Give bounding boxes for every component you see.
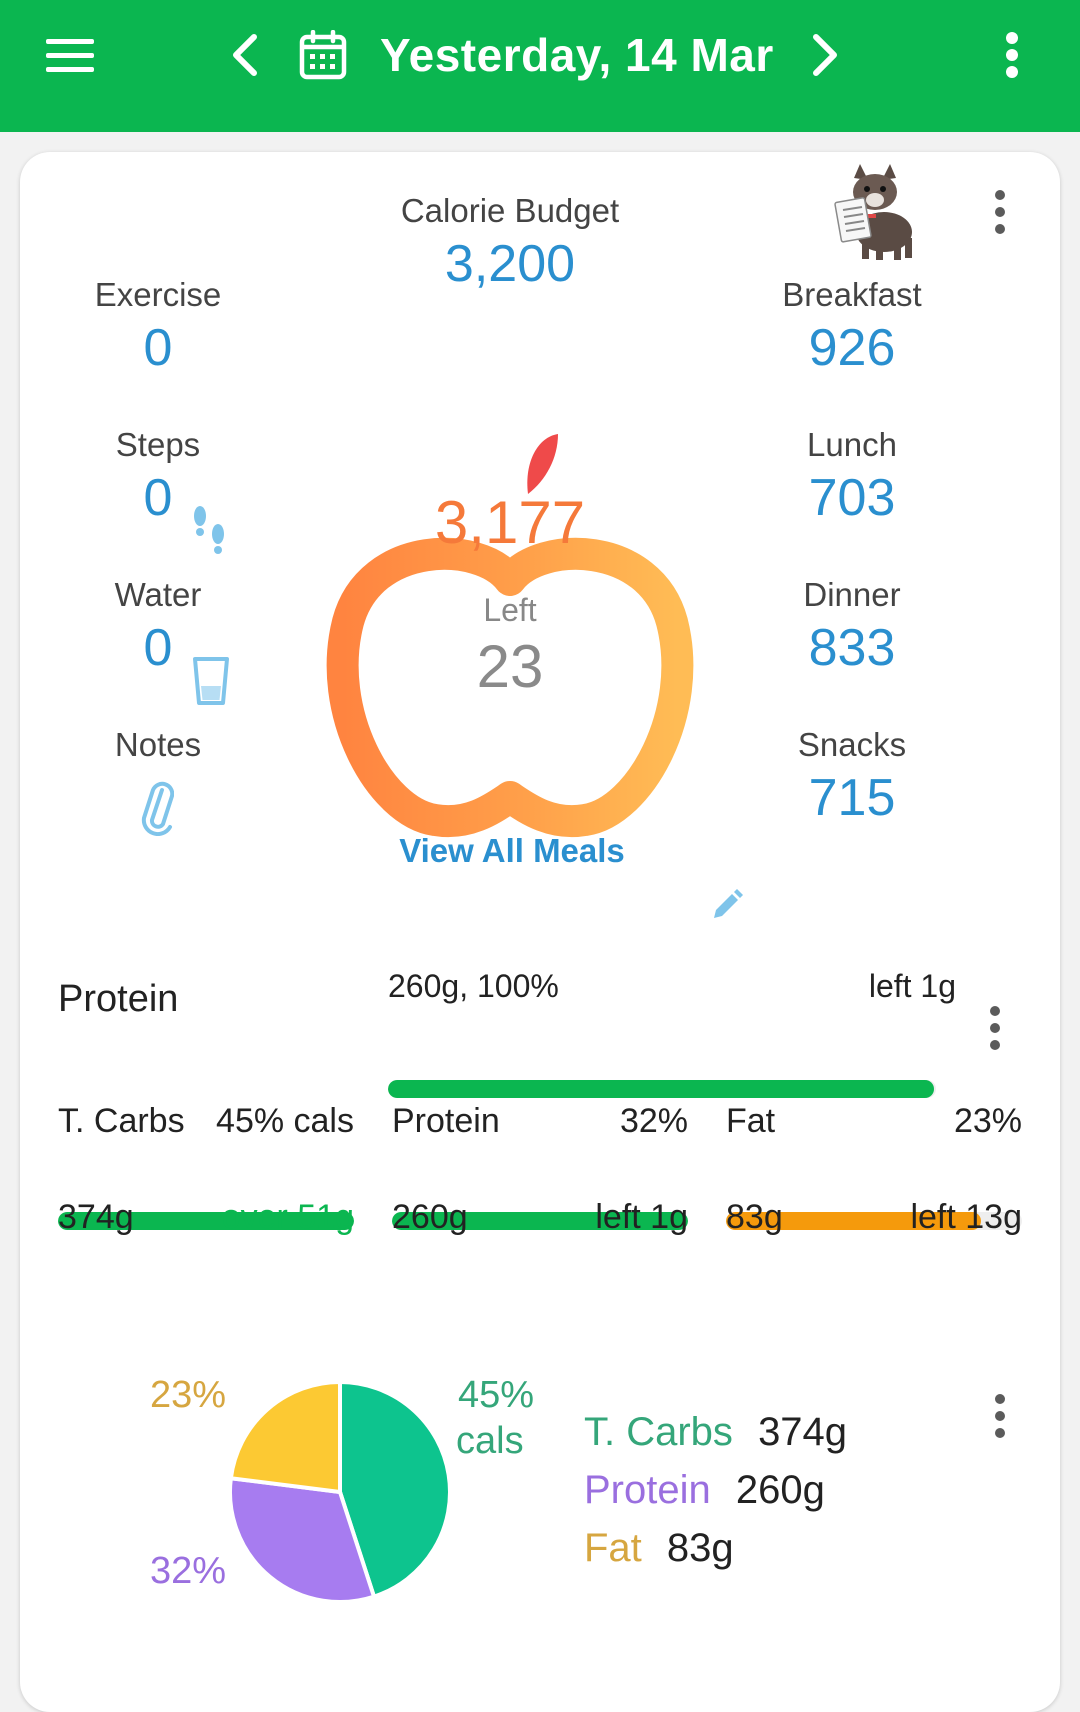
notes-label: Notes — [114, 726, 202, 763]
protein-goal-remaining: left 1g — [868, 968, 956, 1004]
edit-pencil-icon[interactable] — [710, 888, 744, 927]
dog-mascot-icon[interactable] — [832, 164, 922, 264]
protein-goal-label: Protein — [58, 978, 179, 1020]
macro-fat-bar-fill — [726, 1212, 981, 1230]
macro-fat-bar — [726, 1212, 1022, 1230]
snacks-label: Snacks — [797, 726, 907, 763]
breakfast-label: Breakfast — [782, 276, 922, 313]
steps-value[interactable]: 0 — [143, 469, 173, 527]
legend-protein: Protein 260g — [584, 1468, 825, 1513]
macro-protein-status: left 1g — [595, 1198, 688, 1236]
footsteps-icon — [190, 502, 228, 561]
protein-goal-progress-fill — [388, 1080, 934, 1098]
macro-fat-grams: 83g — [726, 1198, 783, 1236]
breakfast-value[interactable]: 926 — [808, 319, 896, 377]
macro-carbs-pct: 45% cals — [216, 1102, 354, 1140]
dinner-label: Dinner — [803, 576, 901, 613]
macro-fat-status: left 13g — [910, 1198, 1022, 1236]
water-glass-icon — [192, 656, 230, 711]
legend-carbs-name: T. Carbs — [584, 1410, 733, 1454]
protein-goal-progress-bar — [388, 1080, 936, 1098]
pie-slice-protein[interactable] — [228, 1475, 377, 1604]
summary-more-button[interactable] — [985, 182, 1015, 242]
apple-stem-icon — [527, 434, 558, 494]
chevron-left-icon — [233, 34, 257, 76]
legend-carbs: T. Carbs 374g — [584, 1410, 847, 1455]
chevron-right-icon — [813, 34, 837, 76]
legend-carbs-value: 374g — [758, 1410, 848, 1454]
dinner-value[interactable]: 833 — [808, 619, 896, 677]
lunch-label: Lunch — [807, 426, 897, 463]
summary-card: Calorie Budget 3,200 Exercise 0 Steps 0 — [20, 152, 1060, 1712]
macro-carbs-bar — [58, 1212, 354, 1230]
macro-protein-bar-fill — [392, 1212, 688, 1230]
legend-fat-name: Fat — [584, 1526, 642, 1570]
macro-fat-pct: 23% — [953, 1102, 1022, 1140]
protein-goal-more-button[interactable] — [980, 998, 1010, 1058]
macro-protein-grams: 260g — [392, 1198, 468, 1236]
legend-fat-value: 83g — [666, 1526, 734, 1570]
macro-protein-pct: 32% — [619, 1102, 688, 1140]
menu-button[interactable] — [30, 0, 110, 110]
exercise-value[interactable]: 0 — [143, 319, 173, 377]
calorie-budget-value[interactable]: 3,200 — [444, 235, 576, 293]
macro-carbs-grams: 374g — [58, 1198, 134, 1236]
pie-label-carbs: 45% — [458, 1374, 535, 1416]
legend-fat: Fat 83g — [584, 1526, 734, 1571]
snacks-value[interactable]: 715 — [808, 769, 896, 827]
date-title[interactable]: Yesterday, 14 Mar — [380, 29, 774, 81]
calendar-icon — [299, 30, 347, 80]
pie-label-carbs-unit: cals — [456, 1420, 524, 1462]
previous-day-button[interactable] — [220, 0, 270, 110]
pie-more-button[interactable] — [985, 1386, 1015, 1446]
legend-protein-name: Protein — [584, 1468, 711, 1512]
calories-left-value: 23 — [476, 633, 544, 700]
legend-protein-value: 260g — [735, 1468, 825, 1512]
macro-protein-name: Protein — [392, 1102, 500, 1140]
protein-goal-amount: 260g, 100% — [388, 968, 559, 1004]
calorie-budget-label: Calorie Budget — [400, 192, 620, 229]
water-label: Water — [114, 576, 202, 613]
overflow-menu-button[interactable] — [990, 0, 1034, 110]
steps-label: Steps — [115, 426, 201, 463]
lunch-value[interactable]: 703 — [808, 469, 896, 527]
macro-protein-bar — [392, 1212, 688, 1230]
macro-pie-chart[interactable] — [220, 1372, 460, 1612]
view-all-meals-link[interactable]: View All Meals — [399, 832, 625, 869]
calories-left-label: Left — [483, 592, 537, 628]
calendar-button[interactable] — [296, 0, 350, 110]
calories-consumed-value: 3,177 — [434, 489, 586, 556]
pie-slice-t-carbs[interactable] — [338, 1379, 452, 1600]
macro-fat-name: Fat — [726, 1102, 776, 1140]
pie-label-protein: 32% — [150, 1550, 227, 1592]
menu-icon — [46, 39, 94, 72]
apple-calorie-ring[interactable] — [310, 342, 710, 852]
pie-label-fat: 23% — [150, 1374, 227, 1416]
macro-carbs-bar-fill — [58, 1212, 354, 1230]
macro-carbs-status: over 51g — [221, 1198, 354, 1236]
macro-carbs-name: T. Carbs — [58, 1102, 185, 1140]
next-day-button[interactable] — [800, 0, 850, 110]
more-vert-icon — [1006, 32, 1018, 78]
water-value[interactable]: 0 — [143, 619, 173, 677]
exercise-label: Exercise — [94, 276, 222, 313]
paperclip-icon[interactable] — [140, 778, 175, 841]
app-bar: Yesterday, 14 Mar — [0, 0, 1080, 132]
pie-slice-fat[interactable] — [228, 1379, 342, 1495]
